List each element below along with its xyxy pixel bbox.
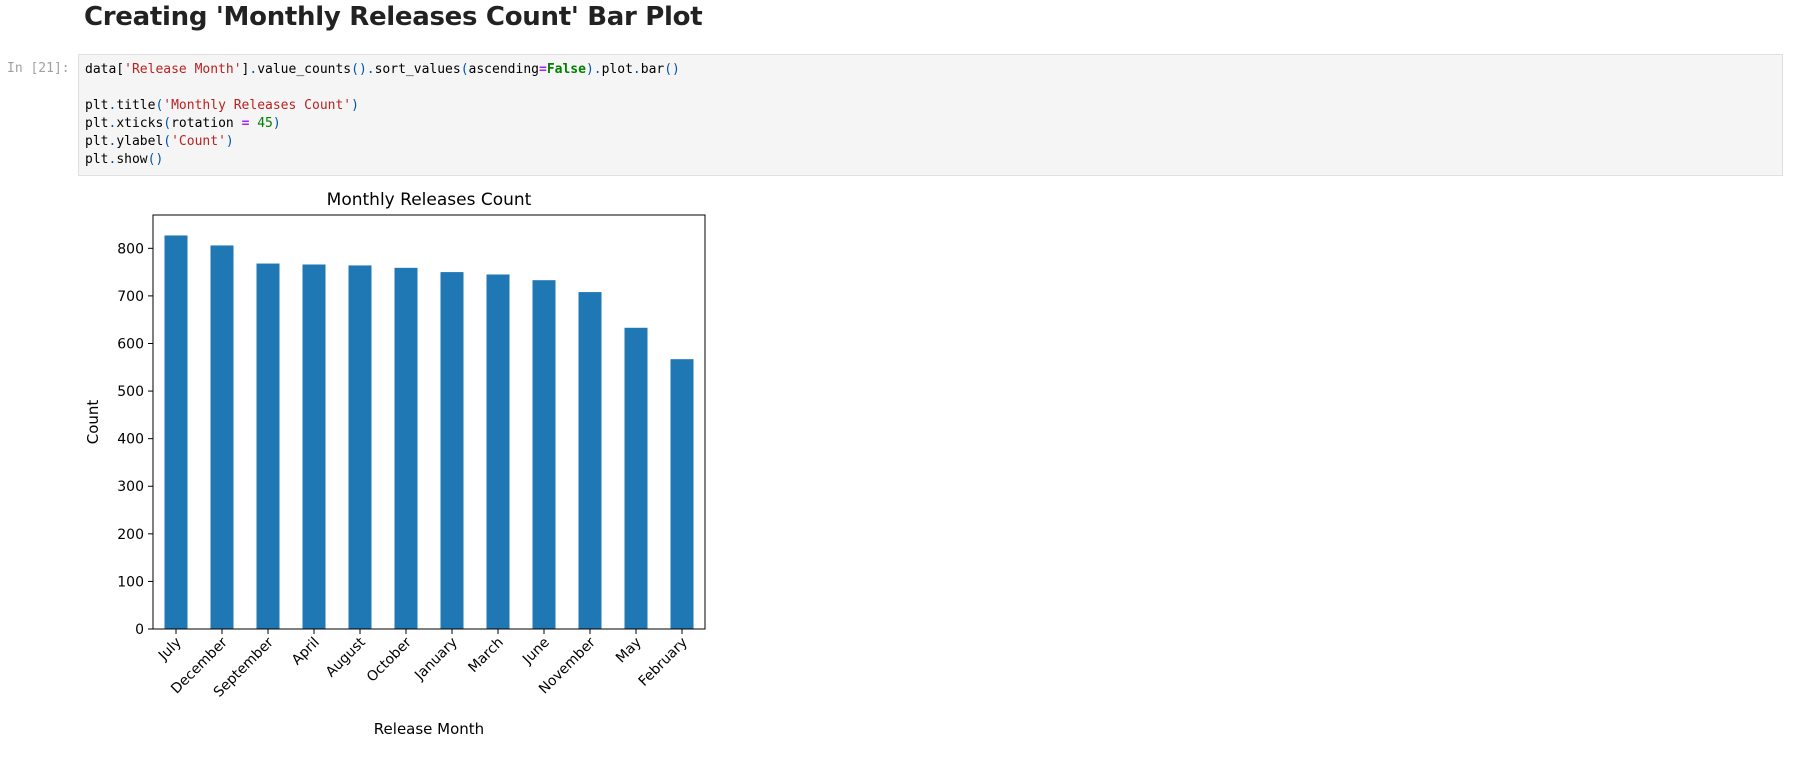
code-token: 'Monthly Releases Count': [163, 98, 352, 113]
code-token: data[: [85, 62, 125, 77]
code-token: (: [460, 62, 469, 77]
chart-bar: [624, 327, 648, 629]
chart-bar: [486, 274, 510, 629]
code-token: value_counts: [257, 62, 352, 77]
code-token: .: [108, 116, 117, 131]
code-token: bar: [640, 62, 665, 77]
code-token: 'Count': [171, 134, 226, 149]
section-heading: Creating 'Monthly Releases Count' Bar Pl…: [84, 2, 703, 32]
code-token: 'Release Month': [124, 62, 242, 77]
chart-bar: [256, 263, 280, 629]
chart-bar: [532, 280, 556, 629]
chart-bar: [164, 235, 188, 629]
code-token: title: [116, 98, 156, 113]
code-token: ): [351, 98, 359, 113]
code-line: data['Release Month'].value_counts().sor…: [85, 62, 680, 77]
code-line: plt.ylabel('Count'): [85, 134, 234, 149]
code-token: rotation: [171, 116, 242, 131]
code-token: plot: [601, 62, 633, 77]
code-token: (: [163, 116, 172, 131]
x-tick-label: August: [323, 634, 369, 680]
bar-chart: 0100200300400500600700800JulyDecemberSep…: [84, 190, 706, 738]
y-tick-label: 700: [117, 289, 144, 305]
code-token: (: [163, 134, 172, 149]
code-token: ]: [241, 62, 250, 77]
chart-bar: [348, 265, 372, 629]
code-token: plt: [85, 134, 109, 149]
y-tick-label: 600: [117, 336, 144, 352]
code-token: .: [249, 62, 258, 77]
code-token: ): [272, 116, 281, 131]
x-tick-label: June: [519, 635, 553, 669]
code-token: ascending: [468, 62, 539, 77]
code-cell[interactable]: data['Release Month'].value_counts().sor…: [78, 54, 1783, 176]
code-token: ): [225, 134, 234, 149]
y-tick-label: 500: [117, 384, 144, 400]
plot-frame: [152, 214, 706, 630]
code-line: plt.show(): [85, 152, 163, 167]
code-token: (): [351, 62, 367, 77]
code-token: =: [538, 62, 547, 77]
chart-bar: [210, 245, 234, 629]
y-tick-label: 100: [117, 574, 144, 590]
chart-bar: [302, 264, 326, 629]
code-editor[interactable]: data['Release Month'].value_counts().sor…: [79, 55, 1782, 169]
chart-bar: [394, 267, 418, 629]
y-tick-label: 200: [117, 527, 144, 543]
code-token: .: [632, 62, 641, 77]
code-token: show: [116, 152, 148, 167]
code-token: .: [108, 134, 117, 149]
y-tick-label: 800: [117, 241, 144, 257]
y-tick-label: 300: [117, 479, 144, 495]
x-axis-label: Release Month: [374, 720, 484, 738]
code-token: =: [241, 116, 250, 131]
x-tick-label: January: [411, 635, 461, 685]
code-token: .: [108, 98, 117, 113]
code-token: .: [108, 152, 117, 167]
code-line: plt.xticks(rotation = 45): [85, 116, 281, 131]
x-tick-label: May: [613, 635, 645, 667]
chart-bar: [670, 359, 694, 629]
x-tick-label: October: [364, 634, 415, 685]
code-token: plt: [85, 152, 109, 167]
code-token: ): [585, 62, 594, 77]
code-token: 45: [257, 116, 273, 131]
code-token: plt: [85, 116, 109, 131]
code-token: False: [546, 62, 586, 77]
code-token: (: [155, 98, 164, 113]
code-token: .: [593, 62, 602, 77]
code-token: sort_values: [374, 62, 461, 77]
code-token: (): [664, 62, 680, 77]
code-token: .: [366, 62, 375, 77]
x-tick-label: March: [465, 635, 506, 676]
y-tick-label: 400: [117, 432, 144, 448]
x-tick-label: February: [636, 635, 691, 690]
chart-title: Monthly Releases Count: [327, 190, 532, 210]
code-token: xticks: [116, 116, 164, 131]
y-axis-label: Count: [84, 400, 102, 445]
y-tick-label: 0: [135, 622, 144, 638]
x-tick-label: April: [289, 635, 323, 669]
chart-bar: [578, 292, 602, 629]
code-token: ylabel: [116, 134, 164, 149]
cell-prompt: In [21]:: [7, 61, 70, 76]
code-line: plt.title('Monthly Releases Count'): [85, 98, 359, 113]
code-token: (): [147, 152, 164, 167]
x-tick-label: July: [155, 635, 185, 665]
chart-bar: [440, 272, 464, 629]
code-token: plt: [85, 98, 109, 113]
